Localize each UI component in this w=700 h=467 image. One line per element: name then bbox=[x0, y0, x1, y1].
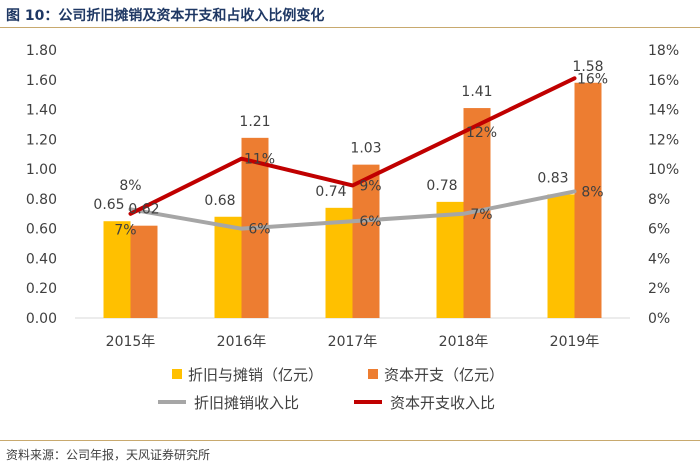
x-tick-label: 2015年 bbox=[106, 334, 156, 350]
y-right-tick-label: 18% bbox=[648, 43, 679, 59]
bar bbox=[352, 164, 380, 318]
line-data-label: 11% bbox=[244, 152, 275, 168]
y-right-tick-label: 2% bbox=[648, 281, 670, 297]
bar-data-label: 1.58 bbox=[572, 59, 603, 75]
combo-chart: 0.00 0.20 0.40 0.60 0.80 1.00 1.20 1.40 1.60 1.80… bbox=[26, 43, 679, 412]
bar-data-label: 0.83 bbox=[537, 170, 568, 186]
bar-data-label: 0.78 bbox=[426, 178, 457, 194]
series-line bbox=[128, 189, 577, 231]
y-right-tick-label: 0% bbox=[648, 311, 670, 327]
source-note: 资料来源：公司年报，天风证券研究所 bbox=[6, 448, 211, 462]
bar bbox=[436, 201, 464, 318]
y-left-tick-label: 0.40 bbox=[26, 251, 57, 267]
chart-area: 0.00 0.20 0.40 0.60 0.80 1.00 1.20 1.40 1.60 1.80… bbox=[0, 28, 700, 440]
bar-data-label: 1.21 bbox=[239, 114, 270, 130]
y-right-tick-label: 16% bbox=[648, 73, 679, 89]
y-right-tick-label: 10% bbox=[648, 162, 679, 178]
line-data-label: 6% bbox=[248, 222, 270, 238]
bar-data-label: 0.68 bbox=[204, 193, 235, 209]
legend-swatch bbox=[172, 369, 182, 379]
bar-data-label: 0.74 bbox=[315, 184, 346, 200]
legend-label: 折旧摊销收入比 bbox=[194, 394, 299, 412]
line-data-label: 7% bbox=[114, 222, 136, 238]
x-tick-label: 2016年 bbox=[217, 334, 267, 350]
bar bbox=[214, 216, 242, 318]
legend-label: 折旧与摊销（亿元） bbox=[188, 366, 323, 384]
line-data-label: 12% bbox=[466, 125, 497, 141]
line-data-label: 9% bbox=[359, 178, 381, 194]
bar bbox=[103, 221, 131, 318]
y-left-tick-label: 1.40 bbox=[26, 103, 57, 119]
line-data-label: 6% bbox=[359, 214, 381, 230]
y-right-tick-label: 4% bbox=[648, 251, 670, 267]
y-left-tick-label: 0.00 bbox=[26, 311, 57, 327]
bar-data-label: 0.62 bbox=[128, 202, 159, 218]
legend-label: 资本开支（亿元） bbox=[384, 366, 504, 384]
y-right-tick-label: 12% bbox=[648, 132, 679, 148]
y-left-tick-label: 0.60 bbox=[26, 222, 57, 238]
line-data-label: 8% bbox=[581, 184, 603, 200]
y-left-tick-label: 1.80 bbox=[26, 43, 57, 59]
footer: 资料来源：公司年报，天风证券研究所 bbox=[0, 440, 700, 467]
series-line bbox=[128, 76, 577, 216]
bar-data-label: 0.65 bbox=[93, 197, 124, 213]
bar bbox=[325, 207, 353, 318]
legend-swatch bbox=[368, 369, 378, 379]
y-left-tick-label: 1.60 bbox=[26, 73, 57, 89]
bar bbox=[130, 225, 158, 318]
y-right-tick-label: 6% bbox=[648, 222, 670, 238]
bar-data-label: 1.41 bbox=[461, 84, 492, 100]
x-tick-label: 2018年 bbox=[439, 334, 489, 350]
x-tick-label: 2017年 bbox=[328, 334, 378, 350]
y-right-tick-label: 14% bbox=[648, 103, 679, 119]
chart-title: 图 10：公司折旧摊销及资本开支和占收入比例变化 bbox=[6, 8, 325, 24]
title-bar: 图 10：公司折旧摊销及资本开支和占收入比例变化 bbox=[0, 0, 700, 28]
y-left-tick-label: 1.00 bbox=[26, 162, 57, 178]
bar-data-label: 1.03 bbox=[350, 141, 381, 157]
line-data-label: 7% bbox=[470, 207, 492, 223]
y-right-tick-label: 8% bbox=[648, 192, 670, 208]
y-left-tick-label: 0.80 bbox=[26, 192, 57, 208]
line-data-label: 8% bbox=[119, 178, 141, 194]
y-left-tick-label: 1.20 bbox=[26, 132, 57, 148]
bar bbox=[574, 82, 602, 318]
x-tick-label: 2019年 bbox=[550, 334, 600, 350]
y-left-tick-label: 0.20 bbox=[26, 281, 57, 297]
legend-label: 资本开支收入比 bbox=[390, 394, 495, 412]
line-data-label: 16% bbox=[577, 71, 608, 87]
bar bbox=[547, 194, 575, 318]
